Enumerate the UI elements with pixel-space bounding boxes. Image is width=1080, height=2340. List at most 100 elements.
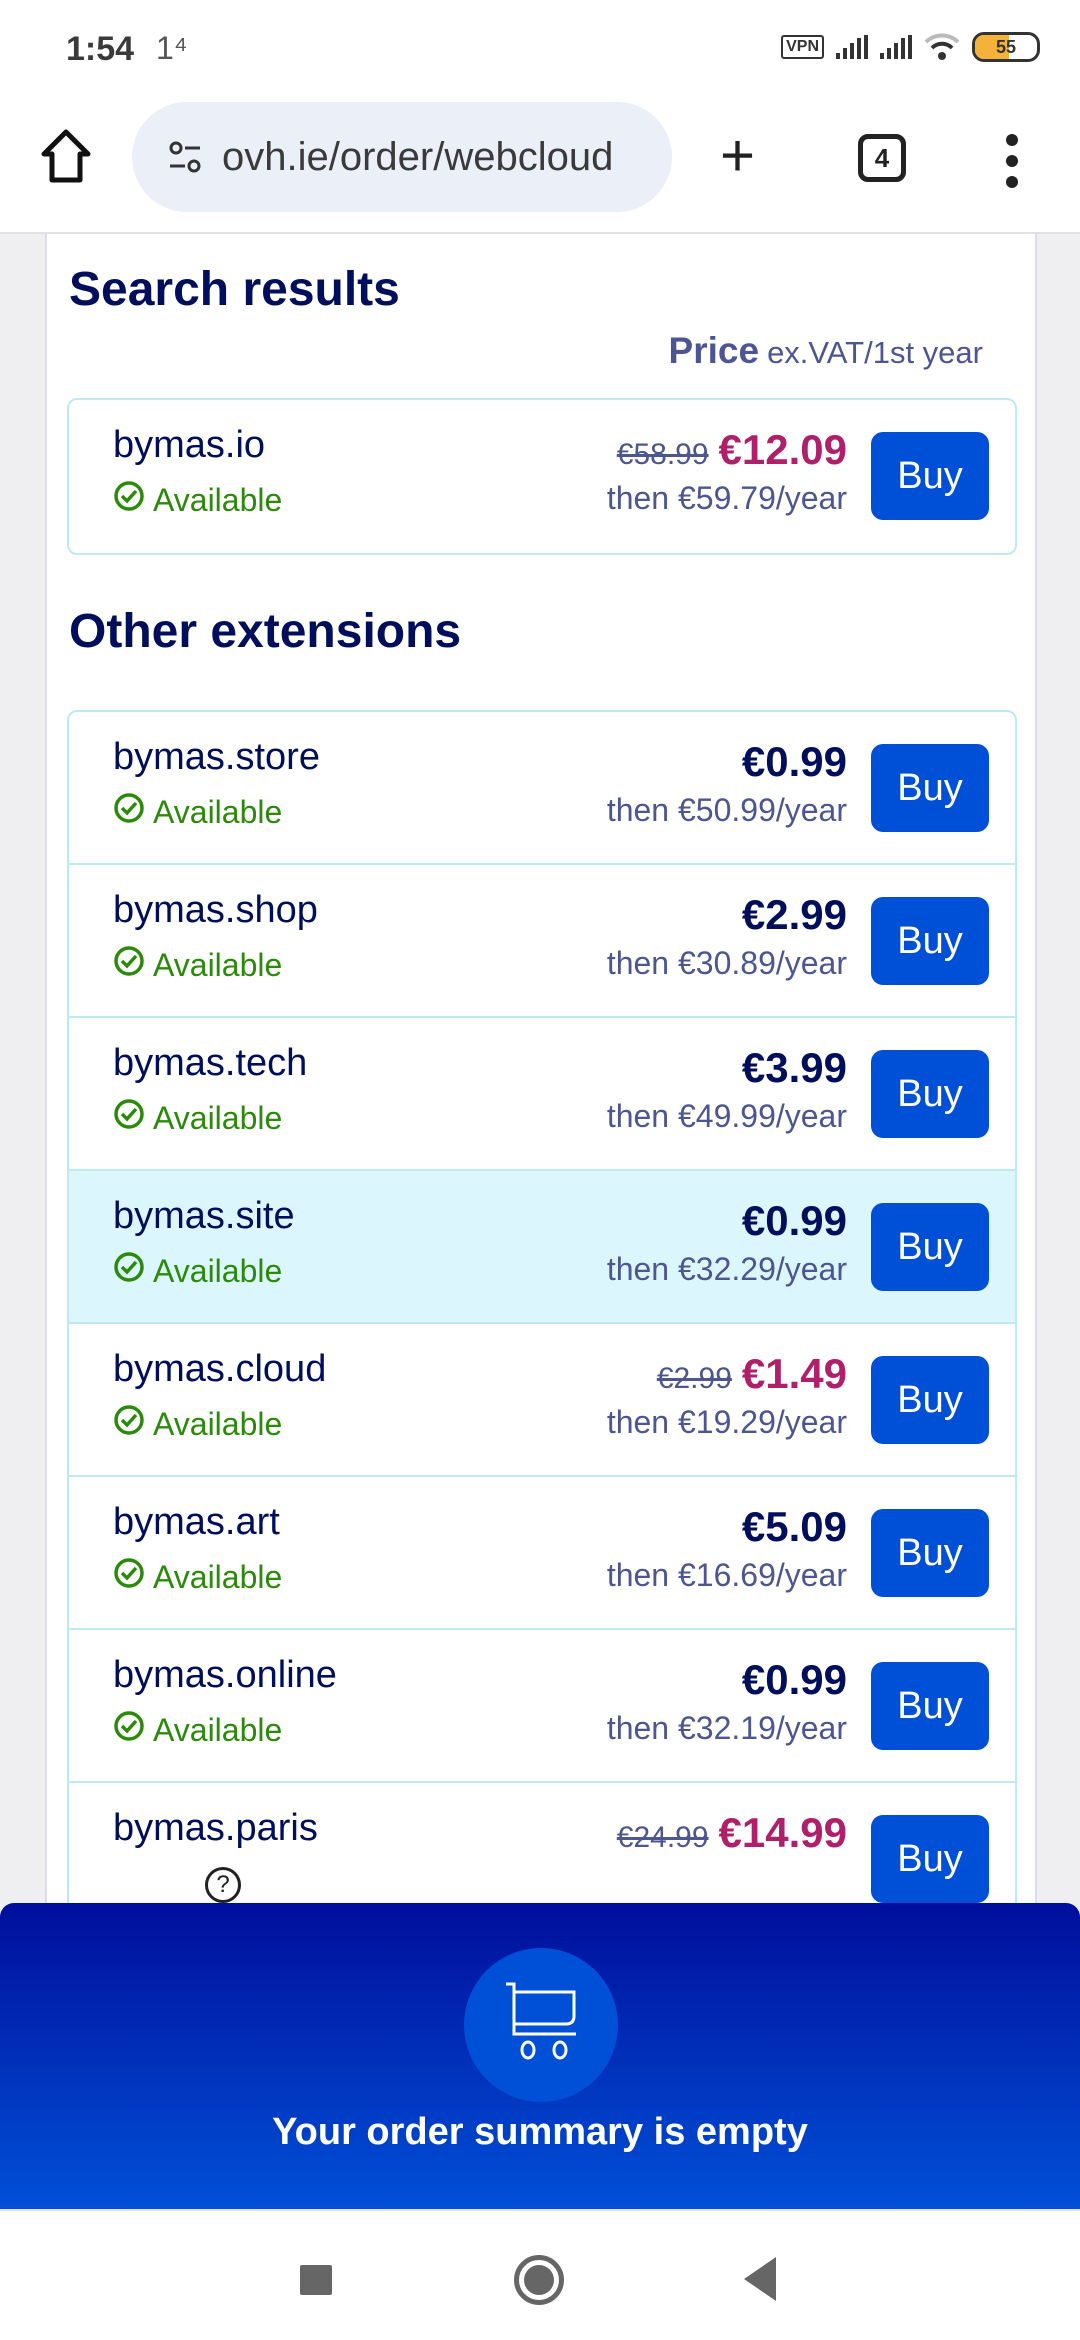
check-circle-icon [113,1098,145,1138]
notification-indicator: 1⁴ [156,30,188,66]
renewal-price: then €32.19/year [606,1710,847,1746]
domain-row: bymas.store Available €0.99 then €50.99/… [69,712,1015,865]
renewal-price: then €16.69/year [606,1557,847,1593]
price: €0.99 [742,738,847,786]
availability-status: Available [113,945,282,985]
new-tab-button[interactable]: + [720,122,756,189]
domain-name: bymas.online [113,1654,337,1696]
search-results-title: Search results [69,263,400,316]
check-circle-icon [113,1557,145,1597]
price: €5.09 [742,1503,847,1551]
url-text[interactable]: ovh.ie/order/webcloud [222,134,614,179]
domain-row: bymas.art Available €5.09 then €16.69/ye… [69,1477,1015,1630]
old-price: €24.99 [616,1821,709,1854]
current-price: €14.99 [718,1809,847,1856]
clock: 1:54 [66,30,135,68]
home-button[interactable] [514,2255,564,2305]
order-summary-empty-text: Your order summary is empty [272,2111,808,2153]
signal-icon-2 [880,35,912,59]
signal-icon [836,35,868,59]
browser-toolbar: ovh.ie/order/webcloud + 4 [0,100,1080,234]
availability-status: Available [113,1098,282,1138]
cart-icon [464,1948,618,2102]
wifi-icon [924,33,960,60]
renewal-price: then €49.99/year [606,1098,847,1134]
price: €24.99 €14.99 [617,1809,847,1857]
domain-results-card: Search results Price ex.VAT/1st year byma… [45,234,1037,2010]
current-price: €0.99 [741,1656,847,1703]
check-circle-icon [113,480,145,520]
status-bar: 1:54 1⁴ VPN 55 [0,0,1080,100]
system-nav-bar [0,2209,1080,2340]
search-result-box: bymas.io Available €58.99 €12.09 then €59… [67,398,1017,555]
domain-name: bymas.site [113,1195,295,1237]
current-price: €12.09 [718,426,847,473]
price: €0.99 [742,1197,847,1245]
old-price: €2.99 [656,1362,732,1395]
price: €2.99 [742,891,847,939]
check-circle-icon [113,1710,145,1750]
renewal-price: then €19.29/year [606,1404,847,1440]
current-price: €0.99 [741,1197,847,1244]
battery-icon: 55 [972,32,1040,62]
availability-status: Available [113,480,282,520]
buy-button[interactable]: Buy [871,897,989,985]
help-question-icon[interactable]: ? [205,1867,241,1903]
price: €3.99 [742,1044,847,1092]
domain-row: bymas.io Available €58.99 €12.09 then €59… [69,400,1015,553]
more-menu-icon[interactable] [1006,134,1020,197]
availability-status: Available [113,792,282,832]
current-price: €5.09 [741,1503,847,1550]
other-extensions-list: bymas.store Available €0.99 then €50.99/… [67,710,1017,2010]
domain-name: bymas.art [113,1501,280,1543]
availability-status: Available [113,1557,282,1597]
availability-status: Available [113,1404,282,1444]
renewal-price: then €50.99/year [606,792,847,828]
availability-status: Available [113,1710,282,1750]
recents-button[interactable] [300,2265,332,2295]
domain-row: bymas.cloud Available €2.99 €1.49 then €1… [69,1324,1015,1477]
back-button[interactable] [744,2257,776,2301]
old-price: €58.99 [616,438,709,471]
domain-name: bymas.cloud [113,1348,327,1390]
domain-row: bymas.online Available €0.99 then €32.19… [69,1630,1015,1783]
domain-name: bymas.store [113,736,320,778]
buy-button[interactable]: Buy [871,744,989,832]
domain-name: bymas.tech [113,1042,308,1084]
check-circle-icon [113,945,145,985]
buy-button[interactable]: Buy [871,432,989,520]
other-extensions-title: Other extensions [69,605,462,658]
renewal-price: then €32.29/year [606,1251,847,1287]
buy-button[interactable]: Buy [871,1662,989,1750]
price: €2.99 €1.49 [657,1350,847,1398]
domain-row: bymas.tech Available €3.99 then €49.99/y… [69,1018,1015,1171]
renewal-price: then €30.89/year [606,945,847,981]
price: €0.99 [742,1656,847,1704]
price: €58.99 €12.09 [617,426,847,474]
domain-name: bymas.io [113,424,266,466]
current-price: €2.99 [741,891,847,938]
price-header: Price ex.VAT/1st year [668,330,983,371]
renewal-price: then €59.79/year [606,480,847,516]
home-icon[interactable] [40,128,92,184]
buy-button[interactable]: Buy [871,1815,989,1903]
buy-button[interactable]: Buy [871,1356,989,1444]
domain-name: bymas.paris [113,1807,318,1849]
buy-button[interactable]: Buy [871,1050,989,1138]
availability-status: Available [113,1251,282,1291]
buy-button[interactable]: Buy [871,1203,989,1291]
domain-name: bymas.shop [113,889,318,931]
address-bar[interactable]: ovh.ie/order/webcloud [132,102,672,212]
check-circle-icon [113,792,145,832]
vpn-icon: VPN [781,35,824,59]
current-price: €0.99 [741,738,847,785]
check-circle-icon [113,1404,145,1444]
check-circle-icon [113,1251,145,1291]
domain-row: bymas.site Available €0.99 then €32.29/y… [69,1171,1015,1324]
current-price: €1.49 [741,1350,847,1397]
current-price: €3.99 [741,1044,847,1091]
order-summary-panel[interactable]: Your order summary is empty [0,1903,1080,2209]
site-settings-icon[interactable] [168,140,202,174]
buy-button[interactable]: Buy [871,1509,989,1597]
tab-switcher-button[interactable]: 4 [858,134,906,182]
